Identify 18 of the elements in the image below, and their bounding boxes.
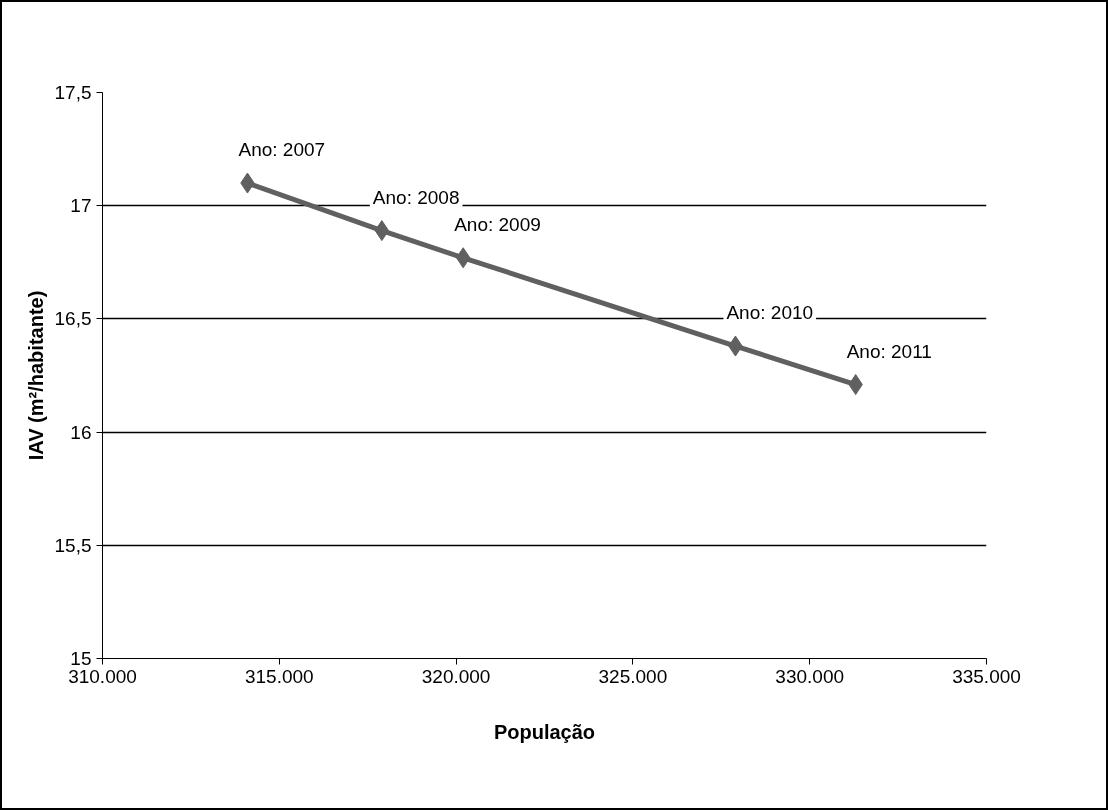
- y-tick-label: 15,5: [54, 534, 92, 556]
- annotation: Ano: 2007: [238, 139, 326, 161]
- x-axis-title: População: [493, 720, 596, 743]
- point: [374, 220, 390, 242]
- y-tick-label: 16: [70, 421, 92, 443]
- y-tick-label: 16,5: [54, 308, 92, 330]
- y-tick-label: 17,5: [54, 82, 92, 103]
- x-tick-label: 315.000: [244, 665, 314, 687]
- x-tick-label: 335.000: [952, 665, 1021, 687]
- annotation: Ano: 2010: [726, 302, 814, 324]
- annotation: Ano: 2009: [454, 213, 541, 235]
- x-tick-label: 330.000: [775, 665, 845, 687]
- annotation: Ano: 2011: [846, 340, 932, 362]
- annotation: Ano: 2008: [372, 186, 460, 208]
- x-tick-label: 320.000: [421, 665, 491, 687]
- y-tick-label: 17: [70, 195, 92, 217]
- x-tick-label: 325.000: [598, 665, 668, 687]
- y-axis-title: IAV (m²/habitante): [24, 290, 47, 461]
